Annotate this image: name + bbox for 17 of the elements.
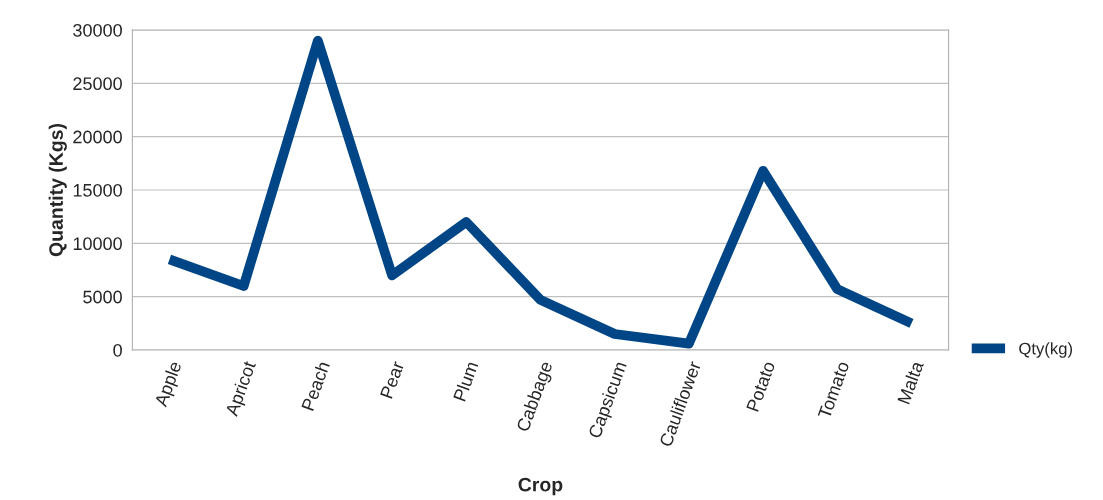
x-tick-label: Peach	[300, 360, 330, 411]
y-axis-title: Quantity (Kgs)	[48, 123, 67, 257]
y-tick-label: 25000	[73, 77, 122, 91]
x-axis-title: Crop	[518, 477, 563, 496]
x-tick-label: Pear	[380, 360, 405, 399]
x-tick-label: Plum	[452, 360, 479, 402]
legend-label: Qty(kg)	[1019, 342, 1073, 358]
y-tick-label: 5000	[83, 290, 122, 304]
x-tick-label: Apple	[153, 360, 185, 409]
y-tick-label: 10000	[73, 237, 122, 251]
x-tick-label: Malta	[896, 359, 924, 405]
y-tick-label: 20000	[73, 130, 122, 144]
y-tick-label: 15000	[73, 183, 122, 197]
y-tick-label: 0	[113, 343, 122, 357]
x-tick-label: Apricot	[224, 359, 260, 419]
y-tick-label: 30000	[73, 23, 122, 37]
x-tick-label: Potato	[746, 360, 776, 412]
